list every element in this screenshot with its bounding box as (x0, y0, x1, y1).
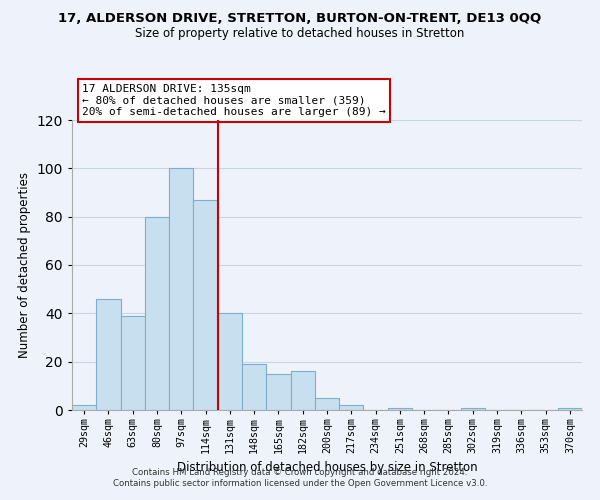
Text: 17 ALDERSON DRIVE: 135sqm
← 80% of detached houses are smaller (359)
20% of semi: 17 ALDERSON DRIVE: 135sqm ← 80% of detac… (82, 84, 386, 117)
Bar (121, 316, 145, 410)
Bar (218, 314, 242, 410)
Bar (315, 398, 339, 410)
Y-axis label: Number of detached properties: Number of detached properties (18, 172, 31, 358)
Bar (266, 374, 290, 410)
Bar (145, 216, 169, 410)
Text: 17, ALDERSON DRIVE, STRETTON, BURTON-ON-TRENT, DE13 0QQ: 17, ALDERSON DRIVE, STRETTON, BURTON-ON-… (58, 12, 542, 26)
Bar (96, 299, 121, 410)
Bar (72, 405, 96, 410)
Bar (193, 200, 218, 410)
Bar (169, 168, 193, 410)
Bar (242, 364, 266, 410)
Text: Contains HM Land Registry data © Crown copyright and database right 2024.
Contai: Contains HM Land Registry data © Crown c… (113, 468, 487, 487)
Bar (461, 408, 485, 410)
Bar (558, 408, 582, 410)
Bar (339, 405, 364, 410)
X-axis label: Distribution of detached houses by size in Stretton: Distribution of detached houses by size … (176, 462, 478, 474)
Bar (388, 408, 412, 410)
Text: Size of property relative to detached houses in Stretton: Size of property relative to detached ho… (136, 28, 464, 40)
Bar (290, 372, 315, 410)
